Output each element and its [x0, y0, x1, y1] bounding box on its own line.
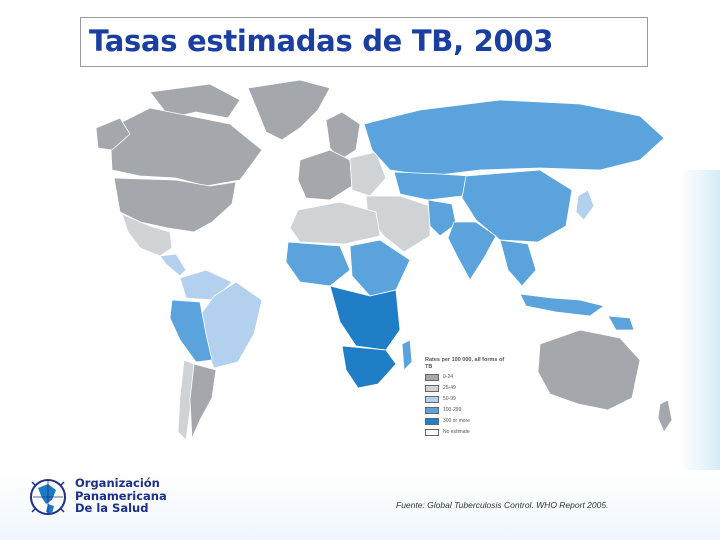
legend-swatch [425, 373, 439, 381]
region-kazakhstan [393, 171, 471, 201]
legend-item: 100-299 [425, 405, 505, 415]
legend-swatch [425, 384, 439, 392]
legend-label: 100-299 [443, 407, 462, 413]
region-russia [363, 99, 665, 177]
region-southern-africa [341, 345, 397, 389]
region-alaska [95, 117, 131, 151]
legend-item: 25-49 [425, 383, 505, 393]
legend-item: 300 or more [425, 416, 505, 426]
background-gradient-decoration [680, 170, 720, 470]
region-greenland [247, 79, 331, 141]
legend-item: 50-99 [425, 394, 505, 404]
title-box: Tasas estimadas de TB, 2003 [80, 17, 648, 67]
region-china [461, 169, 573, 243]
region-japan [575, 189, 595, 221]
footer-band [0, 470, 720, 540]
region-central-africa [329, 285, 401, 351]
region-indonesia-philippines [519, 293, 605, 317]
region-australia [537, 329, 641, 411]
legend-swatch [425, 395, 439, 403]
legend-label: 0-24 [443, 374, 454, 380]
region-western-europe [297, 149, 353, 201]
org-name-line2: Panamericana [75, 488, 167, 503]
region-argentina [189, 363, 217, 439]
org-name-line3: De la Salud [75, 501, 149, 515]
legend-item: 0-24 [425, 372, 505, 382]
legend-swatch [425, 417, 439, 425]
legend-swatch [425, 428, 439, 436]
region-new-zealand [657, 399, 673, 433]
region-west-africa [285, 241, 351, 287]
legend-label: No estimate [443, 429, 470, 435]
legend-label: 300 or more [443, 418, 470, 424]
legend-swatch [425, 406, 439, 414]
org-name-line1: Organización [75, 476, 160, 490]
paho-globe-icon [30, 479, 66, 515]
legend-label: 50-99 [443, 396, 456, 402]
org-name: Organización Panamericana De la Salud [75, 477, 167, 515]
region-canada [109, 107, 263, 187]
region-mexico [121, 213, 173, 257]
legend-title: Rates per 100 000, all forms of TB [425, 357, 505, 370]
legend-label: 25-49 [443, 385, 456, 391]
source-citation: Fuente: Global Tuberculosis Control. WHO… [396, 500, 609, 510]
region-eastern-europe [349, 151, 387, 197]
legend-item: No estimate [425, 427, 505, 437]
region-central-america [159, 253, 187, 277]
region-southeast-asia [499, 239, 537, 287]
region-india [447, 221, 497, 281]
region-peru-bolivia [169, 299, 213, 363]
region-madagascar [401, 339, 413, 371]
page-title: Tasas estimadas de TB, 2003 [89, 24, 554, 58]
region-afghanistan-pakistan [427, 199, 457, 237]
region-scandinavia [325, 111, 361, 161]
region-papua-new-guinea [607, 315, 635, 331]
map-legend: Rates per 100 000, all forms of TB 0-24 … [425, 357, 505, 437]
region-north-africa [289, 201, 381, 245]
